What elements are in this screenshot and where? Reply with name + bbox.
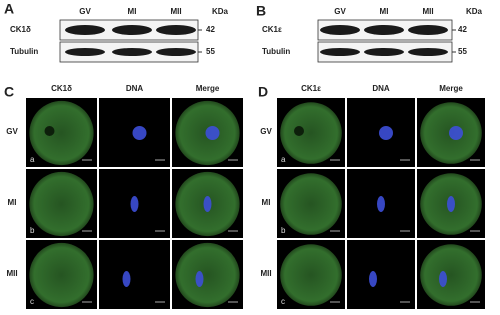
blot-band: [320, 25, 360, 35]
oocyte: [29, 171, 94, 237]
dna: [195, 271, 204, 287]
lane-label: GV: [79, 7, 91, 16]
sub-label: c: [30, 297, 34, 306]
blot-band: [408, 25, 448, 35]
protein-label: Tubulin: [262, 47, 290, 56]
column-label: DNA: [372, 84, 390, 93]
panel-letter: D: [258, 84, 268, 100]
dna: [449, 126, 463, 140]
nucleus: [294, 126, 304, 136]
blot-band: [112, 48, 152, 56]
lane-label: GV: [334, 7, 346, 16]
oocyte: [29, 242, 94, 308]
protein-label: CK1ε: [262, 25, 282, 34]
micro-cell: [99, 240, 170, 309]
column-label: Merge: [439, 84, 463, 93]
blot-band: [65, 25, 105, 35]
dna: [130, 196, 139, 212]
sub-label: b: [281, 226, 286, 235]
dna: [132, 126, 147, 140]
marker-label: 42: [206, 25, 215, 34]
marker-label: 55: [458, 47, 467, 56]
nucleus: [44, 126, 55, 136]
blot-band: [65, 48, 105, 56]
dna: [203, 196, 212, 212]
column-label: Merge: [196, 84, 220, 93]
unit-label: KDa: [212, 7, 229, 16]
sub-label: b: [30, 226, 35, 235]
marker-label: 55: [206, 47, 215, 56]
row-label: MII: [260, 269, 271, 278]
panel-letter: A: [4, 1, 14, 17]
sub-label: a: [281, 155, 286, 164]
micro-cell: [347, 240, 415, 309]
oocyte: [420, 244, 482, 306]
blot-band: [156, 48, 196, 56]
blot-band: [320, 48, 360, 56]
unit-label: KDa: [466, 7, 483, 16]
blot-band: [364, 25, 404, 35]
sub-label: c: [281, 297, 285, 306]
sub-label: a: [30, 155, 35, 164]
oocyte: [280, 244, 342, 306]
blot-band: [156, 25, 196, 35]
lane-label: MI: [380, 7, 389, 16]
row-label: GV: [6, 127, 18, 136]
blot-band: [112, 25, 152, 35]
column-label: DNA: [126, 84, 144, 93]
column-label: CK1ε: [301, 84, 321, 93]
blot-band: [408, 48, 448, 56]
row-label: MI: [262, 198, 271, 207]
row-label: MI: [8, 198, 17, 207]
row-label: GV: [260, 127, 272, 136]
dna: [205, 126, 220, 140]
protein-label: CK1δ: [10, 25, 31, 34]
lane-label: MII: [422, 7, 433, 16]
lane-label: MII: [170, 7, 181, 16]
blot-band: [364, 48, 404, 56]
oocyte: [29, 100, 94, 166]
lane-label: MI: [128, 7, 137, 16]
marker-label: 42: [458, 25, 467, 34]
dna: [447, 196, 455, 212]
row-label: MII: [6, 269, 17, 278]
dna: [439, 271, 447, 287]
dna: [369, 271, 377, 287]
oocyte: [175, 242, 240, 308]
column-label: CK1δ: [51, 84, 72, 93]
panel-letter: B: [256, 3, 266, 19]
dna: [122, 271, 131, 287]
oocyte: [280, 102, 342, 164]
oocyte: [280, 173, 342, 235]
protein-label: Tubulin: [10, 47, 38, 56]
dna: [379, 126, 393, 140]
dna: [377, 196, 385, 212]
panel-letter: C: [4, 84, 14, 100]
